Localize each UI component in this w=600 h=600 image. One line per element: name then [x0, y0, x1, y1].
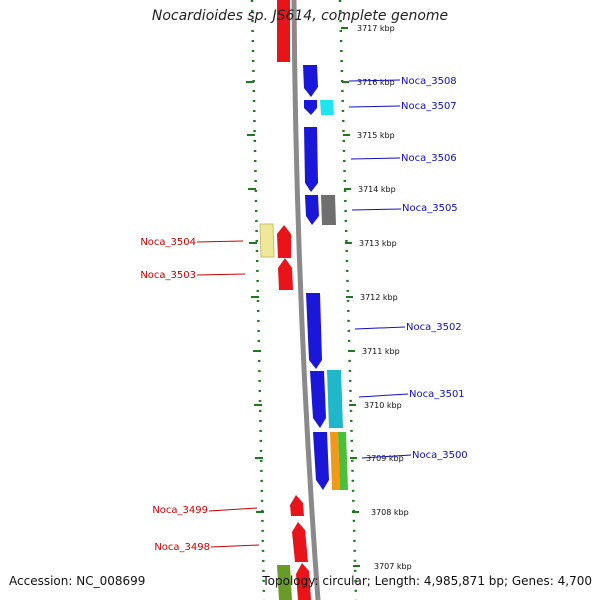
gene-arrow[interactable] [277, 0, 290, 62]
gene-arrow[interactable] [310, 371, 326, 428]
gene-arrow[interactable] [304, 100, 317, 115]
kbp-label: 3707 kbp [374, 562, 412, 571]
gene-arrow[interactable] [303, 65, 318, 97]
left-strand-genes [277, 0, 311, 600]
right-gene-labels [348, 79, 412, 459]
gene-label-noca-3506[interactable]: Noca_3506 [401, 153, 457, 164]
kbp-label: 3710 kbp [364, 401, 402, 410]
genome-backbone [291, 0, 321, 600]
orange-gene[interactable] [330, 432, 340, 490]
right-gene-label-texts: Noca_3508 Noca_3507 Noca_3506 Noca_3505 … [401, 76, 468, 461]
left-major-ticks [246, 81, 264, 513]
gene-arrow[interactable] [277, 225, 291, 258]
kbp-label: 3711 kbp [362, 347, 400, 356]
green-gene[interactable] [338, 432, 348, 490]
kbp-label: 3717 kbp [357, 24, 395, 33]
gene-label-noca-3507[interactable]: Noca_3507 [401, 101, 457, 112]
gene-arrow[interactable] [296, 563, 311, 600]
kbp-label: 3715 kbp [357, 131, 395, 140]
kbp-label: 3712 kbp [360, 293, 398, 302]
gene-arrow[interactable] [290, 495, 304, 516]
gene-label-noca-3503[interactable]: Noca_3503 [140, 270, 196, 281]
gene-arrow[interactable] [292, 522, 308, 562]
genome-summary: Topology: circular; Length: 4,985,871 bp… [262, 574, 592, 588]
left-gene-label-texts: Noca_3504 Noca_3503 Noca_3499 Noca_3498 [140, 237, 210, 553]
right-strand-genes [303, 65, 329, 490]
kbp-label: 3716 kbp [357, 78, 395, 87]
gene-label-noca-3502[interactable]: Noca_3502 [406, 322, 462, 333]
gene-arrow[interactable] [278, 258, 293, 290]
kbp-label: 3709 kbp [366, 454, 404, 463]
gene-arrow[interactable] [313, 432, 329, 490]
left-gene-leader-lines [196, 240, 260, 548]
gene-label-noca-3500[interactable]: Noca_3500 [412, 450, 468, 461]
accession-label: Accession: NC_008699 [9, 574, 146, 588]
right-major-ticks [341, 27, 360, 567]
gene-label-noca-3504[interactable]: Noca_3504 [140, 237, 196, 248]
gray-gene[interactable] [321, 195, 336, 225]
gene-label-noca-3498[interactable]: Noca_3498 [154, 542, 210, 553]
olive-gene[interactable] [277, 565, 292, 600]
cyan-gene[interactable] [320, 100, 334, 115]
left-tick-track [250, 0, 266, 600]
kbp-label: 3708 kbp [371, 508, 409, 517]
kbp-label: 3713 kbp [359, 239, 397, 248]
kbp-label: 3714 kbp [358, 185, 396, 194]
gene-label-noca-3508[interactable]: Noca_3508 [401, 76, 457, 87]
teal-gene[interactable] [327, 370, 343, 428]
gene-label-noca-3505[interactable]: Noca_3505 [402, 203, 458, 214]
pale-yellow-gene[interactable] [259, 223, 275, 258]
gene-label-noca-3501[interactable]: Noca_3501 [409, 389, 465, 400]
gene-arrow[interactable] [305, 195, 319, 225]
map-title: Nocardioides sp. JS614, complete genome [151, 8, 449, 24]
right-tick-track [338, 0, 358, 600]
gene-label-noca-3499[interactable]: Noca_3499 [152, 505, 208, 516]
kbp-labels: 3717 kbp 3716 kbp 3715 kbp 3714 kbp 3713… [357, 24, 412, 571]
gene-arrow[interactable] [306, 293, 322, 369]
gene-arrow[interactable] [304, 127, 318, 192]
